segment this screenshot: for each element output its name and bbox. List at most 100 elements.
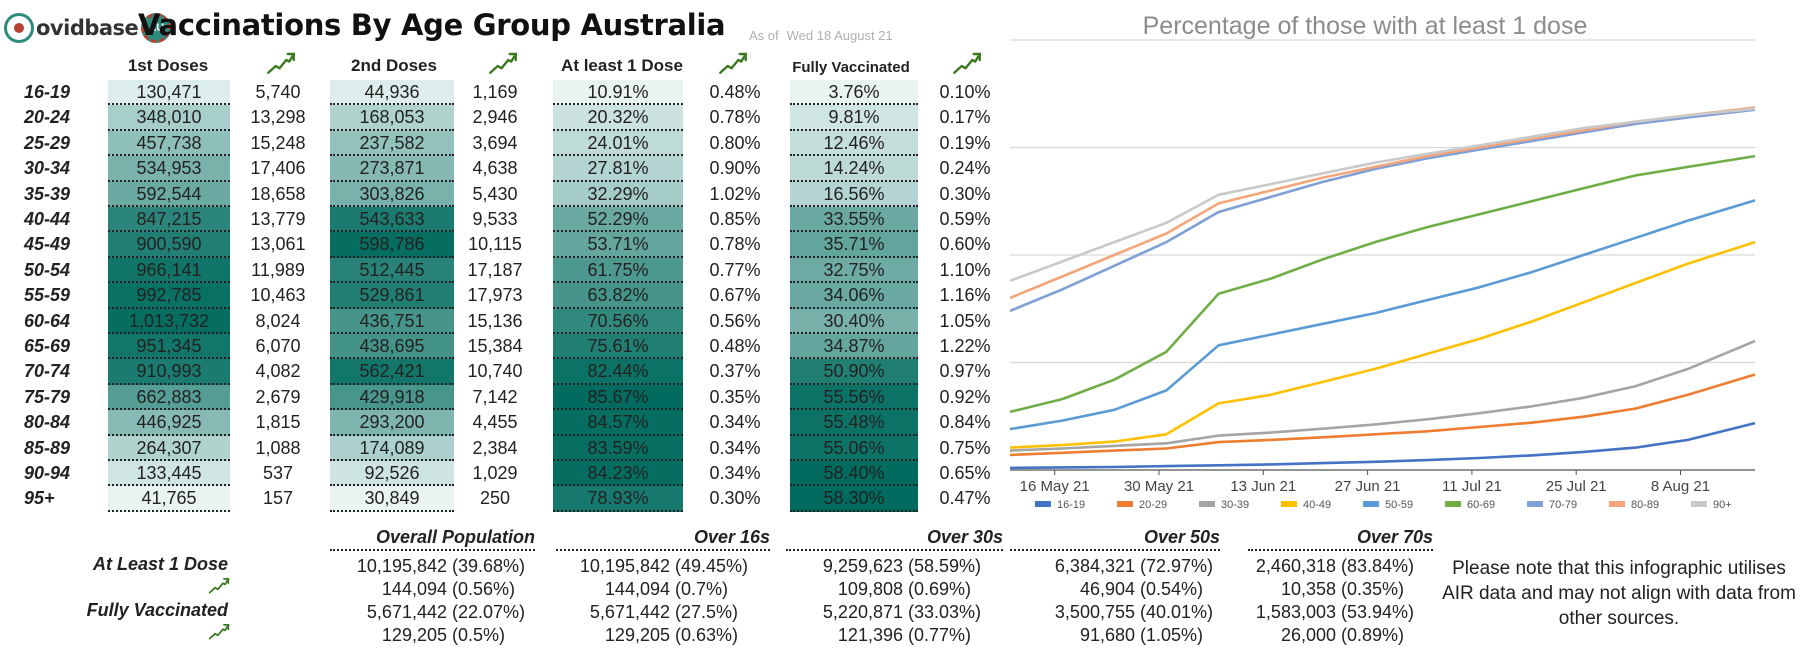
table-cell-first-inc: 157 — [262, 488, 294, 509]
legend-label: 50-59 — [1385, 499, 1413, 511]
series-line-50-59 — [1010, 199, 1756, 431]
summary-percent: (0.89%) — [1341, 625, 1405, 645]
table-cell-first: 992,785 — [108, 283, 230, 309]
table-cell-second: 598,786 — [330, 232, 454, 258]
table-cell-pct1-inc: 0.35% — [709, 386, 761, 407]
table-cell-second: 293,200 — [330, 410, 454, 436]
series-line-60-69 — [1010, 154, 1756, 414]
table-cell-full: 9.81% — [790, 105, 918, 131]
table-cell-second: 303,826 — [330, 181, 454, 207]
table-cell-first-inc: 13,298 — [250, 107, 306, 128]
table-cell-full: 3.76% — [790, 80, 918, 106]
table-cell-pct1-inc: 0.34% — [709, 463, 761, 483]
table-cell-pct1-inc: 0.30% — [709, 488, 761, 509]
x-tick-label: 11 Jul 21 — [1442, 478, 1502, 495]
table-cell-first: 133,445 — [108, 461, 230, 487]
table-cell-first-inc: 8,024 — [255, 310, 301, 331]
table-cell-first: 847,215 — [108, 207, 230, 233]
age-group-label: 20-24 — [24, 107, 71, 128]
table-cell-first-inc: 4,082 — [255, 361, 301, 382]
summary-value: 5,671,442 — [589, 602, 670, 622]
summary-value: 10,358 — [1280, 579, 1336, 599]
summary-percent: (0.35%) — [1341, 579, 1405, 599]
table-cell-full-inc: 1.22% — [939, 336, 991, 356]
summary-percent: (0.77%) — [908, 625, 972, 645]
table-cell-full-inc: 0.60% — [939, 234, 991, 255]
table-cell-first: 662,883 — [108, 384, 230, 411]
table-cell-full-inc: 0.30% — [939, 183, 991, 204]
table-cell-full: 55.06% — [790, 435, 918, 461]
table-cell-pct1-inc: 0.34% — [709, 437, 761, 458]
summary-value: 144,094 — [604, 579, 670, 599]
table-cell-second-inc: 1,029 — [472, 463, 518, 483]
data-disclaimer-note: Please note that this infographic utilis… — [1442, 558, 1796, 629]
summary-value: 6,384,321 — [1054, 556, 1135, 576]
summary-value: 10,195,842 — [579, 556, 670, 576]
summary-value: 5,220,871 — [822, 602, 903, 622]
table-cell-pct1: 78.93% — [553, 486, 683, 512]
row-label-fully-vaccinated: Fully Vaccinated — [86, 600, 228, 620]
summary-value: 5,671,442 — [366, 602, 447, 622]
table-cell-second: 174,089 — [330, 435, 454, 461]
table-cell-full-inc: 1.05% — [939, 310, 991, 331]
summary-group-header: Over 70s — [1248, 527, 1433, 551]
summary-value: 3,500,755 — [1054, 602, 1135, 622]
summary-value: 10,195,842 — [356, 556, 447, 576]
series-line-40-49 — [1010, 240, 1756, 449]
legend-swatch — [1199, 501, 1215, 507]
table-cell-full-inc: 0.17% — [939, 107, 991, 128]
table-cell-second-inc: 3,694 — [472, 132, 518, 153]
x-tick-label: 30 May 21 — [1124, 478, 1194, 495]
table-cell-second-inc: 15,136 — [467, 310, 523, 331]
age-group-label: 30-34 — [24, 158, 71, 179]
as-of-date: As of Wed 18 August 21 — [749, 28, 901, 43]
table-cell-full-inc: 0.24% — [939, 158, 991, 179]
table-cell-first-inc: 6,070 — [255, 336, 301, 356]
table-cell-pct1-inc: 0.85% — [709, 209, 761, 229]
age-group-label: 50-54 — [24, 259, 71, 280]
legend-label: 70-79 — [1549, 499, 1577, 511]
trend-up-icon — [208, 624, 230, 640]
table-cell-first-inc: 2,679 — [255, 386, 301, 407]
age-group-label: 65-69 — [24, 336, 71, 356]
dose-percentage-line-chart: Percentage of those with at least 1 dose… — [1010, 12, 1756, 511]
chart-title: Percentage of those with at least 1 dose — [1143, 12, 1588, 40]
x-tick-label: 13 Jun 21 — [1230, 478, 1296, 495]
table-cell-pct1-inc: 0.90% — [709, 158, 761, 179]
column-header-second: 2nd Doses — [351, 56, 437, 75]
summary-percent: (0.5%) — [452, 625, 506, 645]
summary-group-header: Over 16s — [556, 527, 770, 551]
summary-percent: (39.68%) — [452, 556, 526, 576]
series-line-90+ — [1010, 107, 1756, 283]
table-cell-second-inc: 17,187 — [467, 259, 523, 280]
legend-swatch — [1035, 501, 1051, 507]
table-cell-pct1-inc: 0.48% — [709, 82, 761, 102]
summary-percent: (1.05%) — [1140, 625, 1204, 645]
table-cell-first: 457,738 — [108, 130, 230, 157]
summary-percent: (72.97%) — [1140, 556, 1214, 576]
table-cell-first-inc: 11,989 — [251, 259, 305, 280]
table-cell-first: 966,141 — [108, 257, 230, 284]
age-group-label: 40-44 — [24, 209, 71, 229]
trend-up-icon — [719, 52, 747, 74]
trend-up-icon — [208, 578, 230, 594]
table-cell-first: 264,307 — [108, 435, 230, 461]
table-cell-pct1: 24.01% — [553, 130, 683, 157]
table-cell-pct1: 75.61% — [553, 334, 683, 360]
table-cell-full-inc: 0.47% — [939, 488, 991, 509]
table-cell-second-inc: 2,384 — [472, 437, 518, 458]
table-cell-pct1: 84.57% — [553, 410, 683, 436]
table-cell-full-inc: 0.19% — [939, 132, 991, 153]
table-cell-pct1: 82.44% — [553, 359, 683, 385]
summary-percent: (0.69%) — [908, 579, 972, 599]
table-cell-second: 436,751 — [330, 308, 454, 334]
table-cell-pct1: 32.29% — [553, 181, 683, 207]
summary-value: 9,259,623 — [822, 556, 903, 576]
table-cell-pct1: 52.29% — [553, 207, 683, 233]
table-cell-second-inc: 7,142 — [472, 386, 518, 407]
table-cell-pct1: 83.59% — [553, 435, 683, 461]
table-cell-pct1-inc: 0.67% — [709, 285, 761, 306]
legend-swatch — [1609, 501, 1625, 507]
column-header-pct1: At least 1 Dose — [561, 56, 683, 75]
table-cell-second-inc: 15,384 — [467, 336, 523, 356]
